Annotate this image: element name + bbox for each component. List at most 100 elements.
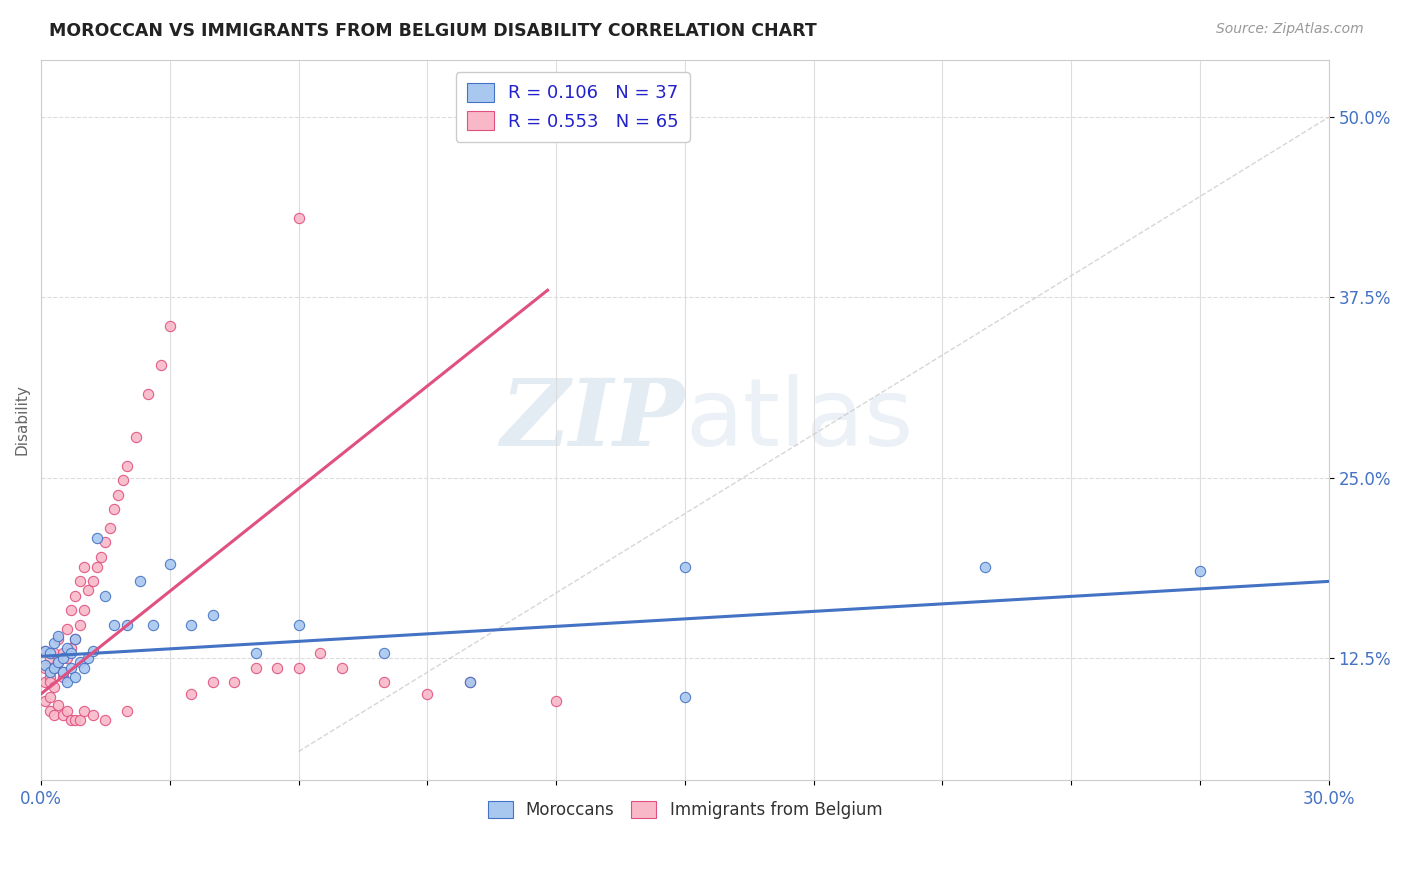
Point <box>52 647 75 661</box>
Point <box>65 632 87 646</box>
Point <box>416 687 439 701</box>
Point <box>673 560 696 574</box>
Text: atlas: atlas <box>685 374 912 466</box>
Point <box>52 665 75 680</box>
Point <box>65 669 87 683</box>
Point <box>73 560 96 574</box>
Point <box>77 650 100 665</box>
Point <box>46 655 69 669</box>
Point <box>56 622 79 636</box>
Point <box>86 560 108 574</box>
Point <box>107 488 129 502</box>
Text: MOROCCAN VS IMMIGRANTS FROM BELGIUM DISABILITY CORRELATION CHART: MOROCCAN VS IMMIGRANTS FROM BELGIUM DISA… <box>49 22 817 40</box>
Point <box>86 531 108 545</box>
Point <box>34 643 56 657</box>
Point <box>201 607 224 622</box>
Point <box>38 704 60 718</box>
Point <box>69 655 91 669</box>
Point <box>38 690 60 704</box>
Point <box>98 521 121 535</box>
Point <box>82 574 104 589</box>
Point <box>159 557 181 571</box>
Point <box>115 617 138 632</box>
Point <box>69 713 91 727</box>
Point <box>115 459 138 474</box>
Point <box>38 669 60 683</box>
Point <box>42 661 65 675</box>
Point <box>224 675 246 690</box>
Point <box>56 675 79 690</box>
Point <box>546 694 568 708</box>
Point <box>330 661 353 675</box>
Point <box>60 661 83 675</box>
Point <box>34 675 56 690</box>
Point <box>111 474 134 488</box>
Point <box>52 650 75 665</box>
Point <box>180 617 202 632</box>
Point <box>69 574 91 589</box>
Point <box>373 647 395 661</box>
Point <box>673 690 696 704</box>
Point <box>124 430 146 444</box>
Point <box>38 647 60 661</box>
Y-axis label: Disability: Disability <box>15 384 30 456</box>
Point <box>46 655 69 669</box>
Point <box>180 687 202 701</box>
Point <box>201 675 224 690</box>
Point <box>69 617 91 632</box>
Point <box>46 629 69 643</box>
Point <box>287 211 309 226</box>
Point <box>56 650 79 665</box>
Point <box>56 704 79 718</box>
Point <box>82 643 104 657</box>
Point <box>34 661 56 675</box>
Point <box>1188 564 1211 578</box>
Text: Source: ZipAtlas.com: Source: ZipAtlas.com <box>1216 22 1364 37</box>
Point <box>77 582 100 597</box>
Point <box>42 661 65 675</box>
Point <box>266 661 288 675</box>
Point <box>94 589 117 603</box>
Point <box>138 387 160 401</box>
Point <box>245 647 267 661</box>
Point <box>42 647 65 661</box>
Point <box>34 643 56 657</box>
Point <box>42 636 65 650</box>
Point <box>90 549 112 564</box>
Point <box>974 560 997 574</box>
Point <box>60 647 83 661</box>
Point <box>73 603 96 617</box>
Point <box>115 704 138 718</box>
Point <box>38 675 60 690</box>
Point <box>94 535 117 549</box>
Point <box>309 647 332 661</box>
Point <box>287 661 309 675</box>
Point <box>34 694 56 708</box>
Point <box>245 661 267 675</box>
Point <box>65 713 87 727</box>
Point <box>60 640 83 655</box>
Point <box>458 675 481 690</box>
Point <box>42 680 65 694</box>
Point <box>60 603 83 617</box>
Point <box>73 661 96 675</box>
Point <box>73 704 96 718</box>
Point <box>103 617 125 632</box>
Point <box>65 632 87 646</box>
Point <box>42 708 65 723</box>
Point <box>38 650 60 665</box>
Point <box>60 713 83 727</box>
Point <box>38 665 60 680</box>
Point <box>458 675 481 690</box>
Point <box>94 713 117 727</box>
Point <box>52 708 75 723</box>
Point <box>159 319 181 334</box>
Point <box>128 574 150 589</box>
Point <box>287 617 309 632</box>
Point <box>65 589 87 603</box>
Text: ZIP: ZIP <box>501 375 685 465</box>
Point <box>142 617 165 632</box>
Point <box>373 675 395 690</box>
Point <box>150 358 173 372</box>
Point <box>82 708 104 723</box>
